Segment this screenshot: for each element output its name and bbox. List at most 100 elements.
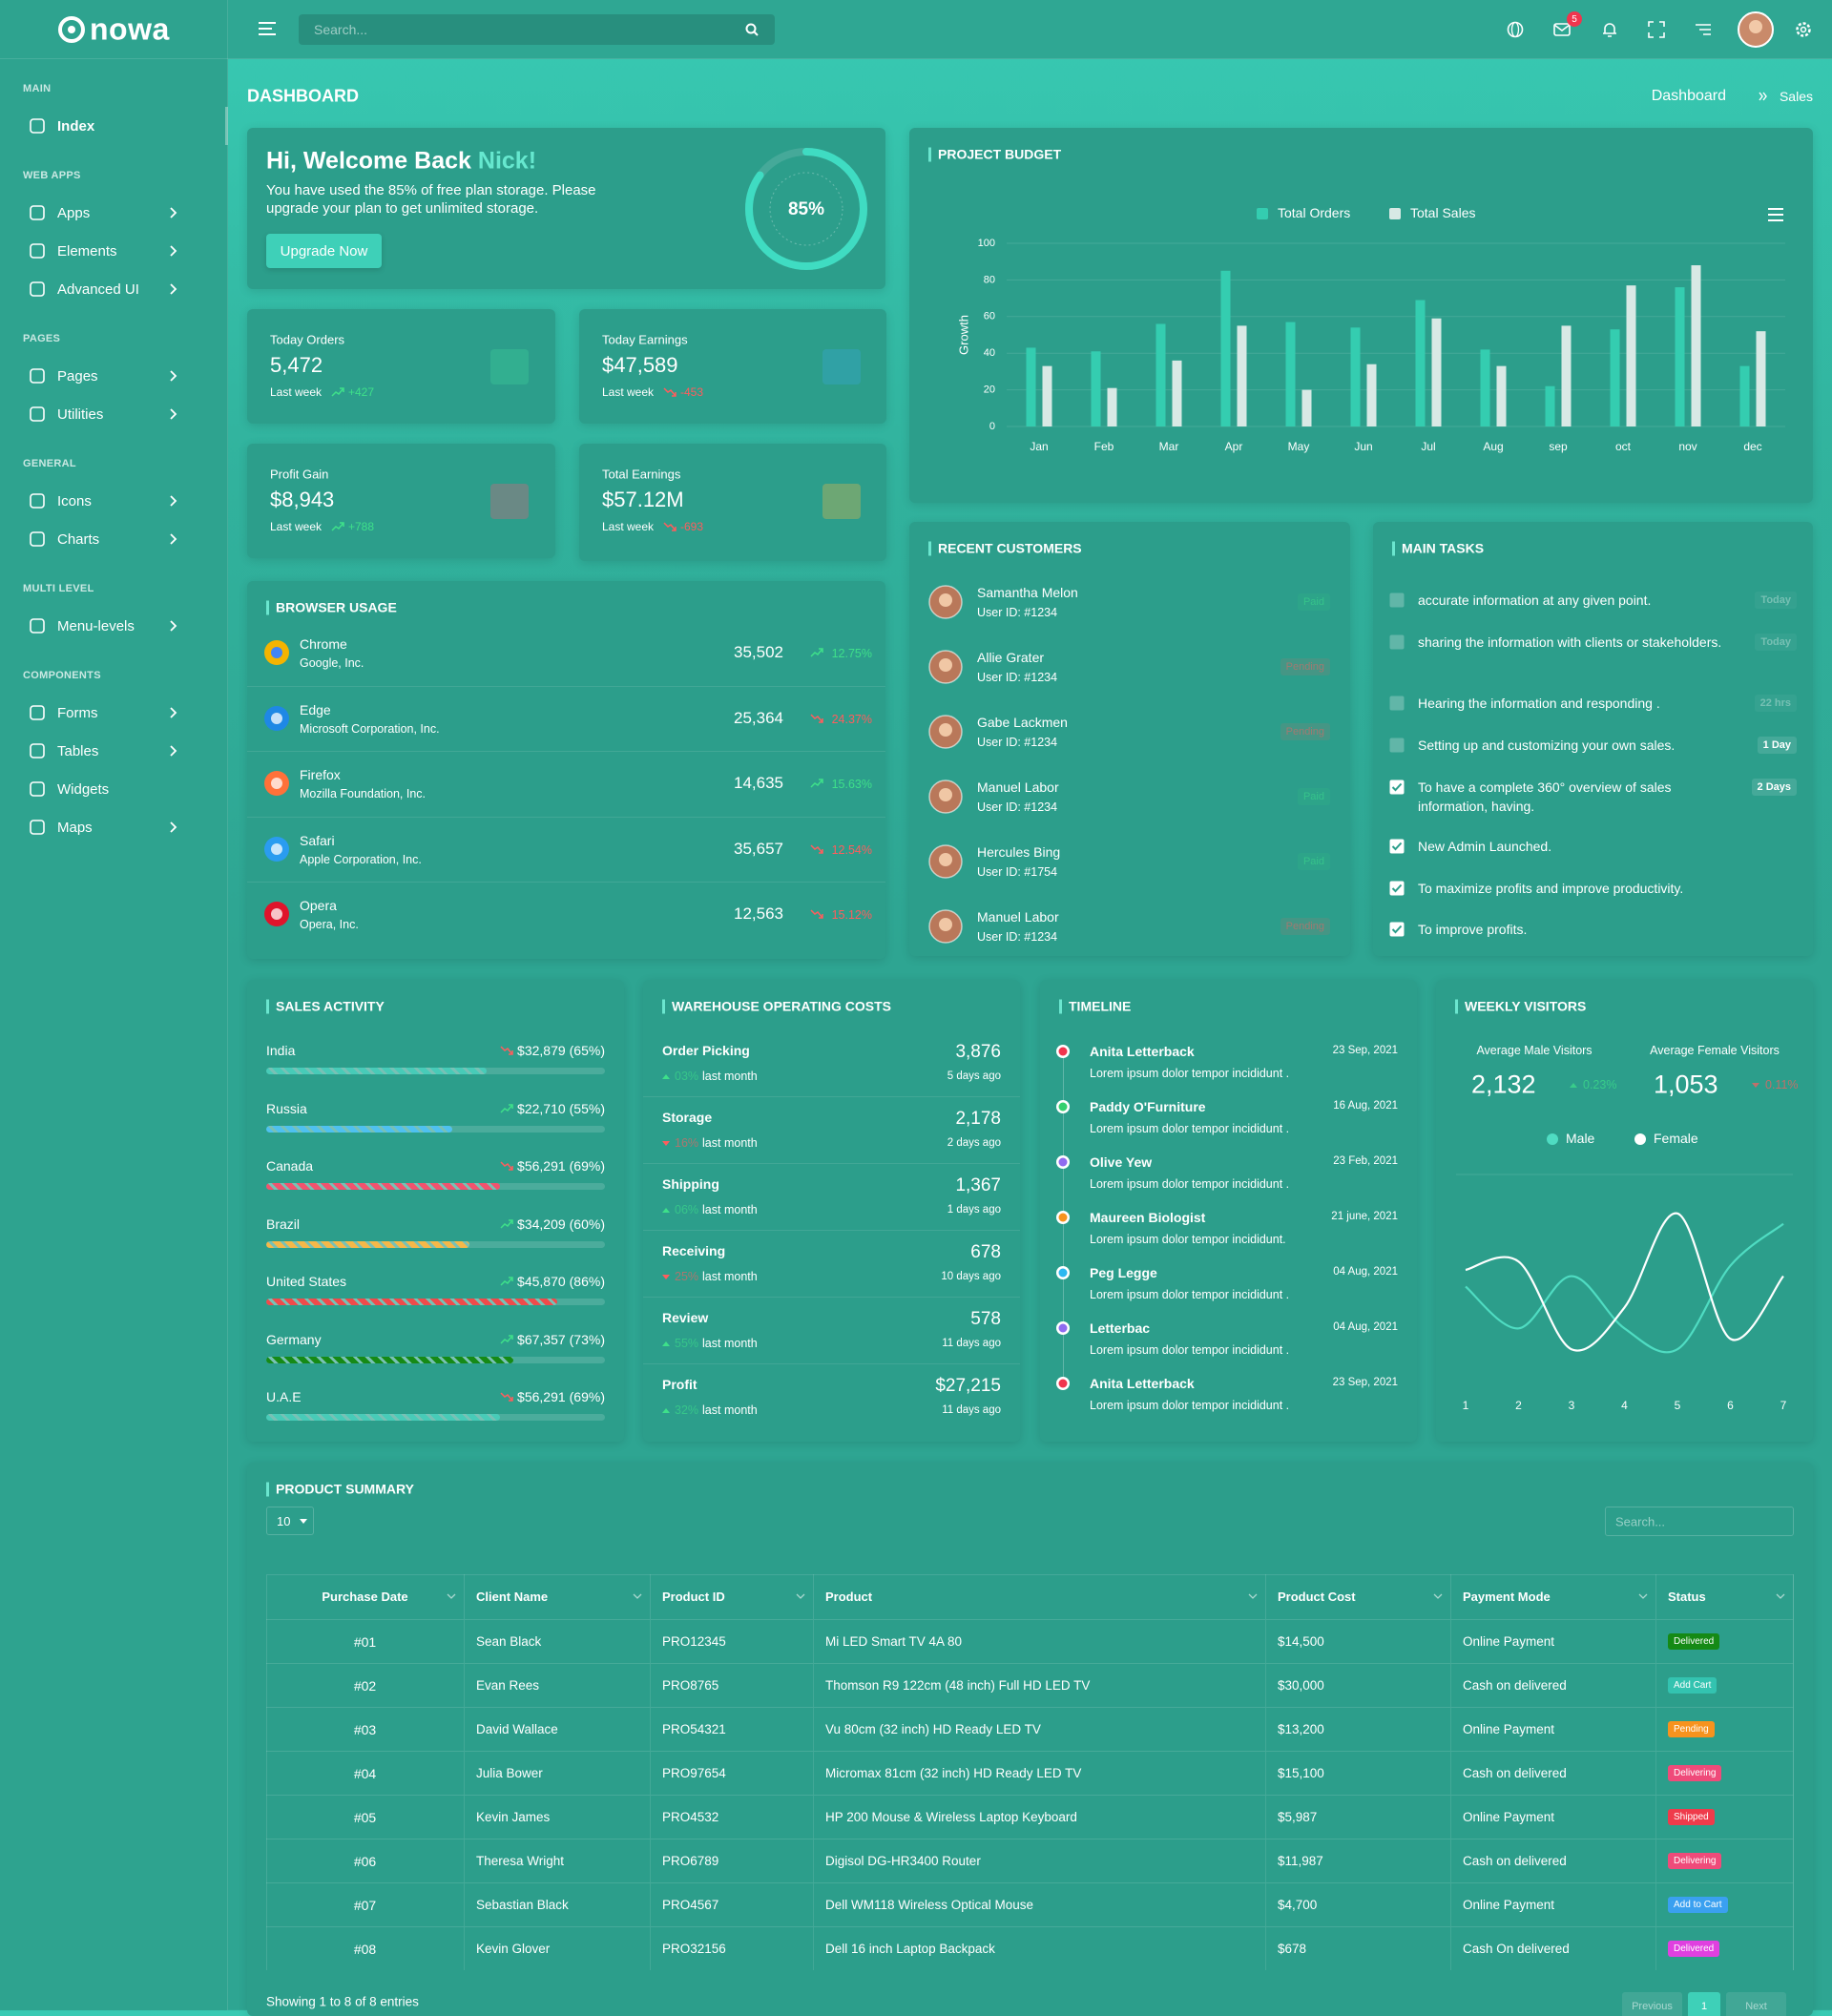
- cost-sub: 03% last month: [662, 1070, 758, 1083]
- nav-item[interactable]: Advanced UI: [0, 270, 228, 308]
- task-checkbox[interactable]: [1389, 881, 1405, 896]
- nav-section-title: WEB APPS: [23, 170, 81, 181]
- welcome-greeting: Hi, Welcome Back: [266, 147, 471, 175]
- page-title: DASHBOARD: [247, 86, 359, 106]
- pagination-button[interactable]: Next: [1726, 1992, 1786, 2016]
- chart-menu[interactable]: [1768, 208, 1783, 221]
- table-header[interactable]: Payment Mode: [1451, 1574, 1656, 1619]
- nav-item[interactable]: Index: [0, 107, 228, 145]
- table-search[interactable]: Search...: [1605, 1507, 1794, 1536]
- table-search-placeholder: Search...: [1615, 1514, 1666, 1529]
- nav-item[interactable]: Menu-levels: [0, 607, 228, 645]
- nav-item[interactable]: Elements: [0, 232, 228, 270]
- nav-item[interactable]: Tables: [0, 732, 228, 770]
- pagination-button[interactable]: 1: [1688, 1992, 1720, 2016]
- x-tick-label: nov: [1678, 440, 1697, 453]
- nav-icon-shape: [30, 531, 45, 547]
- task-checkbox[interactable]: [1389, 839, 1405, 854]
- task-checkbox[interactable]: [1389, 592, 1405, 608]
- user-avatar[interactable]: [1738, 11, 1774, 48]
- country-value: $22,710 (55%): [517, 1101, 605, 1116]
- nav-item[interactable]: Utilities: [0, 395, 228, 433]
- upgrade-button[interactable]: Upgrade Now: [266, 234, 382, 268]
- nav-item[interactable]: Icons: [0, 482, 228, 520]
- cell-text: PRO54321: [662, 1722, 726, 1736]
- language-icon[interactable]: [1507, 21, 1524, 38]
- checkbox-check: [1391, 925, 1403, 934]
- task-checkbox[interactable]: [1389, 779, 1405, 795]
- task-checkbox[interactable]: [1389, 634, 1405, 650]
- bar: [1561, 325, 1572, 426]
- nav-icon-shape: [30, 820, 45, 835]
- cost-value: 3,876: [955, 1042, 1001, 1062]
- notification-icon[interactable]: [1601, 21, 1618, 38]
- browser-company: Mozilla Foundation, Inc.: [300, 787, 427, 800]
- table-cell: PRO12345: [651, 1619, 814, 1663]
- cell-text: PRO12345: [662, 1634, 726, 1649]
- project-budget-card: PROJECT BUDGET 0 20 40 60 80 100 Growth Jan Feb Ma…: [909, 128, 1813, 503]
- trend-path: [500, 1161, 513, 1171]
- stat-period: Last week: [270, 385, 323, 399]
- x-tick-label: Jan: [1030, 440, 1048, 453]
- trend-path: [810, 648, 823, 657]
- country-value: $45,870 (86%): [517, 1274, 605, 1289]
- status-badge: Delivered: [1668, 1633, 1720, 1650]
- cost-trend-mark: [662, 1408, 670, 1414]
- table-cell: #01: [266, 1619, 465, 1663]
- page-length-select[interactable]: 10: [266, 1507, 314, 1535]
- nav-item[interactable]: Apps: [0, 194, 228, 232]
- mail-icon[interactable]: [1553, 21, 1571, 38]
- fullscreen-icon[interactable]: [1648, 21, 1665, 38]
- nav-item[interactable]: Widgets: [0, 770, 228, 808]
- country-amount: $56,291: [517, 1389, 566, 1404]
- chevron-icon: [170, 495, 177, 507]
- sort-path: [1776, 1593, 1785, 1599]
- status-badge: Shipped: [1668, 1809, 1715, 1825]
- task-checkbox[interactable]: [1389, 696, 1405, 711]
- table-cell: $13,200: [1266, 1707, 1451, 1751]
- sort-icon: [1776, 1593, 1785, 1599]
- search-box[interactable]: Search...: [299, 14, 775, 45]
- cost-change: 25%: [675, 1270, 699, 1283]
- chevron-icon: [170, 533, 177, 545]
- weekly-visitors-card: WEEKLY VISITORS Average Male Visitors 2,13…: [1436, 980, 1813, 1442]
- chevron-path: [170, 408, 177, 420]
- table-header[interactable]: Status: [1656, 1574, 1794, 1619]
- nav-item[interactable]: Maps: [0, 808, 228, 846]
- nav-item[interactable]: Pages: [0, 357, 228, 395]
- stat-period: Last week: [602, 385, 655, 399]
- nav-item[interactable]: Forms: [0, 694, 228, 732]
- stat-card: Today Orders 5,472 Last week +427: [247, 309, 555, 424]
- table-header[interactable]: Product ID: [651, 1574, 814, 1619]
- table-header[interactable]: Product Cost: [1266, 1574, 1451, 1619]
- nav-icon: [30, 781, 45, 797]
- progress-track: [266, 1068, 605, 1074]
- trend-icon: [331, 387, 344, 397]
- storage-ring: 85%: [745, 148, 867, 270]
- breadcrumb-item[interactable]: Dashboard: [1651, 88, 1726, 104]
- menu-toggle[interactable]: [259, 21, 278, 36]
- pagination-button[interactable]: Previous: [1622, 1992, 1682, 2016]
- nav-item[interactable]: Charts: [0, 520, 228, 558]
- task-badge: 22 hrs: [1754, 695, 1797, 712]
- nav-icon-shape: [30, 743, 45, 759]
- task-checkbox[interactable]: [1389, 922, 1405, 937]
- table-header[interactable]: Product: [814, 1574, 1266, 1619]
- logo-dot: [68, 26, 75, 33]
- customer-avatar: [928, 779, 963, 814]
- progress-track: [266, 1356, 605, 1363]
- customer-id: User ID: #1234: [977, 736, 1058, 749]
- settings-icon[interactable]: [1795, 21, 1812, 38]
- cost-sub: 06% last month: [662, 1203, 758, 1216]
- bar: [1496, 365, 1507, 426]
- nav-icon-shape: [30, 243, 45, 259]
- trend-icon: [500, 1218, 513, 1229]
- task-checkbox[interactable]: [1389, 738, 1405, 753]
- table-cell: PRO32156: [651, 1926, 814, 1970]
- sidebar-right-icon[interactable]: [1695, 21, 1712, 38]
- bar: [1756, 331, 1766, 426]
- cost-trend-mark: [662, 1341, 670, 1347]
- table-header[interactable]: Purchase Date: [266, 1574, 465, 1619]
- table-header[interactable]: Client Name: [465, 1574, 651, 1619]
- checkbox-box: [1389, 738, 1405, 753]
